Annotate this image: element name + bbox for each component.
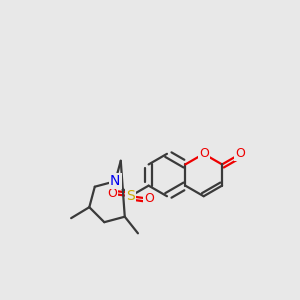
- Text: S: S: [126, 189, 135, 203]
- Text: O: O: [144, 192, 154, 205]
- Text: N: N: [110, 174, 121, 188]
- Text: O: O: [236, 147, 245, 160]
- Text: O: O: [107, 187, 117, 200]
- Text: O: O: [199, 147, 208, 160]
